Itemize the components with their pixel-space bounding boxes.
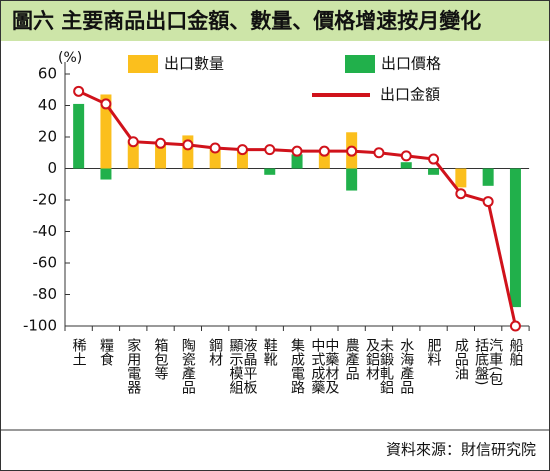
y-tick-label: 60 bbox=[38, 65, 57, 83]
point bbox=[155, 137, 167, 149]
y-unit: (%) bbox=[58, 50, 82, 66]
point bbox=[100, 98, 112, 110]
point bbox=[291, 145, 303, 157]
point bbox=[73, 85, 85, 97]
legend-swatch bbox=[128, 55, 158, 73]
x-tick-label: 農產品 bbox=[343, 338, 360, 380]
bar bbox=[100, 168, 112, 180]
source: 資料來源：財信研究院 bbox=[386, 441, 536, 459]
x-tick-label: 成品油 bbox=[452, 338, 469, 380]
point bbox=[373, 147, 385, 159]
point bbox=[482, 196, 494, 208]
y-tick-label: -100 bbox=[23, 317, 57, 335]
x-tick-label: 水海產品 bbox=[398, 338, 415, 394]
point bbox=[509, 320, 521, 332]
x-tick-label: 集成電路 bbox=[289, 338, 306, 394]
point bbox=[209, 142, 221, 154]
bar bbox=[291, 154, 303, 169]
bar bbox=[400, 162, 412, 169]
bar bbox=[209, 149, 221, 169]
bar bbox=[155, 143, 167, 169]
x-tick-label: 箱包等 bbox=[152, 338, 169, 380]
x-tick-label: 家用電器 bbox=[125, 338, 142, 394]
bar bbox=[482, 168, 494, 186]
x-tick-label: 肥料 bbox=[425, 338, 442, 366]
bar bbox=[509, 168, 521, 308]
legend-label: 出口價格 bbox=[381, 55, 441, 73]
point bbox=[428, 153, 440, 165]
point bbox=[318, 145, 330, 157]
title-band bbox=[1, 1, 549, 41]
bar bbox=[100, 94, 112, 169]
x-tick-label: 船舶 bbox=[507, 338, 524, 366]
point bbox=[400, 150, 412, 162]
y-tick-label: -20 bbox=[33, 191, 58, 209]
legend-label: 出口數量 bbox=[164, 55, 224, 73]
bar bbox=[264, 168, 276, 175]
bar bbox=[346, 168, 358, 191]
bar bbox=[428, 168, 440, 175]
legend-swatch bbox=[345, 55, 375, 73]
x-tick-label: 液晶平板顯示模組 bbox=[227, 338, 258, 394]
y-tick-label: 0 bbox=[47, 159, 57, 177]
x-tick-label: 未鍛軋鋁及鋁材 bbox=[363, 338, 394, 394]
point bbox=[127, 136, 139, 148]
y-tick-label: 40 bbox=[38, 96, 57, 114]
point bbox=[182, 139, 194, 151]
y-tick-label: 20 bbox=[38, 128, 57, 146]
x-tick-label: 稀土 bbox=[70, 338, 87, 366]
y-tick-label: -60 bbox=[33, 254, 58, 272]
chart-title: 圖六 主要商品出口金額、數量、價格增速按月變化 bbox=[12, 9, 481, 33]
bar bbox=[236, 149, 248, 169]
legend-label: 出口金額 bbox=[380, 86, 440, 104]
x-tick-label: 中藥材及中式成藥 bbox=[309, 338, 340, 394]
bar bbox=[455, 168, 467, 188]
bar bbox=[182, 135, 194, 169]
x-tick-label: 汽車(包括底盤) bbox=[473, 338, 504, 386]
y-tick-label: -40 bbox=[33, 222, 58, 240]
point bbox=[346, 145, 358, 157]
x-tick-label: 陶瓷產品 bbox=[179, 338, 196, 394]
x-tick-label: 糧食 bbox=[97, 338, 114, 366]
y-tick-label: -80 bbox=[33, 285, 58, 303]
line bbox=[78, 89, 517, 327]
bar bbox=[127, 140, 139, 169]
point bbox=[264, 144, 276, 156]
bar bbox=[318, 152, 330, 169]
point bbox=[455, 188, 467, 200]
bar bbox=[73, 103, 85, 169]
x-tick-label: 鞋靴 bbox=[261, 338, 278, 366]
x-tick-label: 鋼材 bbox=[207, 338, 224, 366]
point bbox=[236, 144, 248, 156]
